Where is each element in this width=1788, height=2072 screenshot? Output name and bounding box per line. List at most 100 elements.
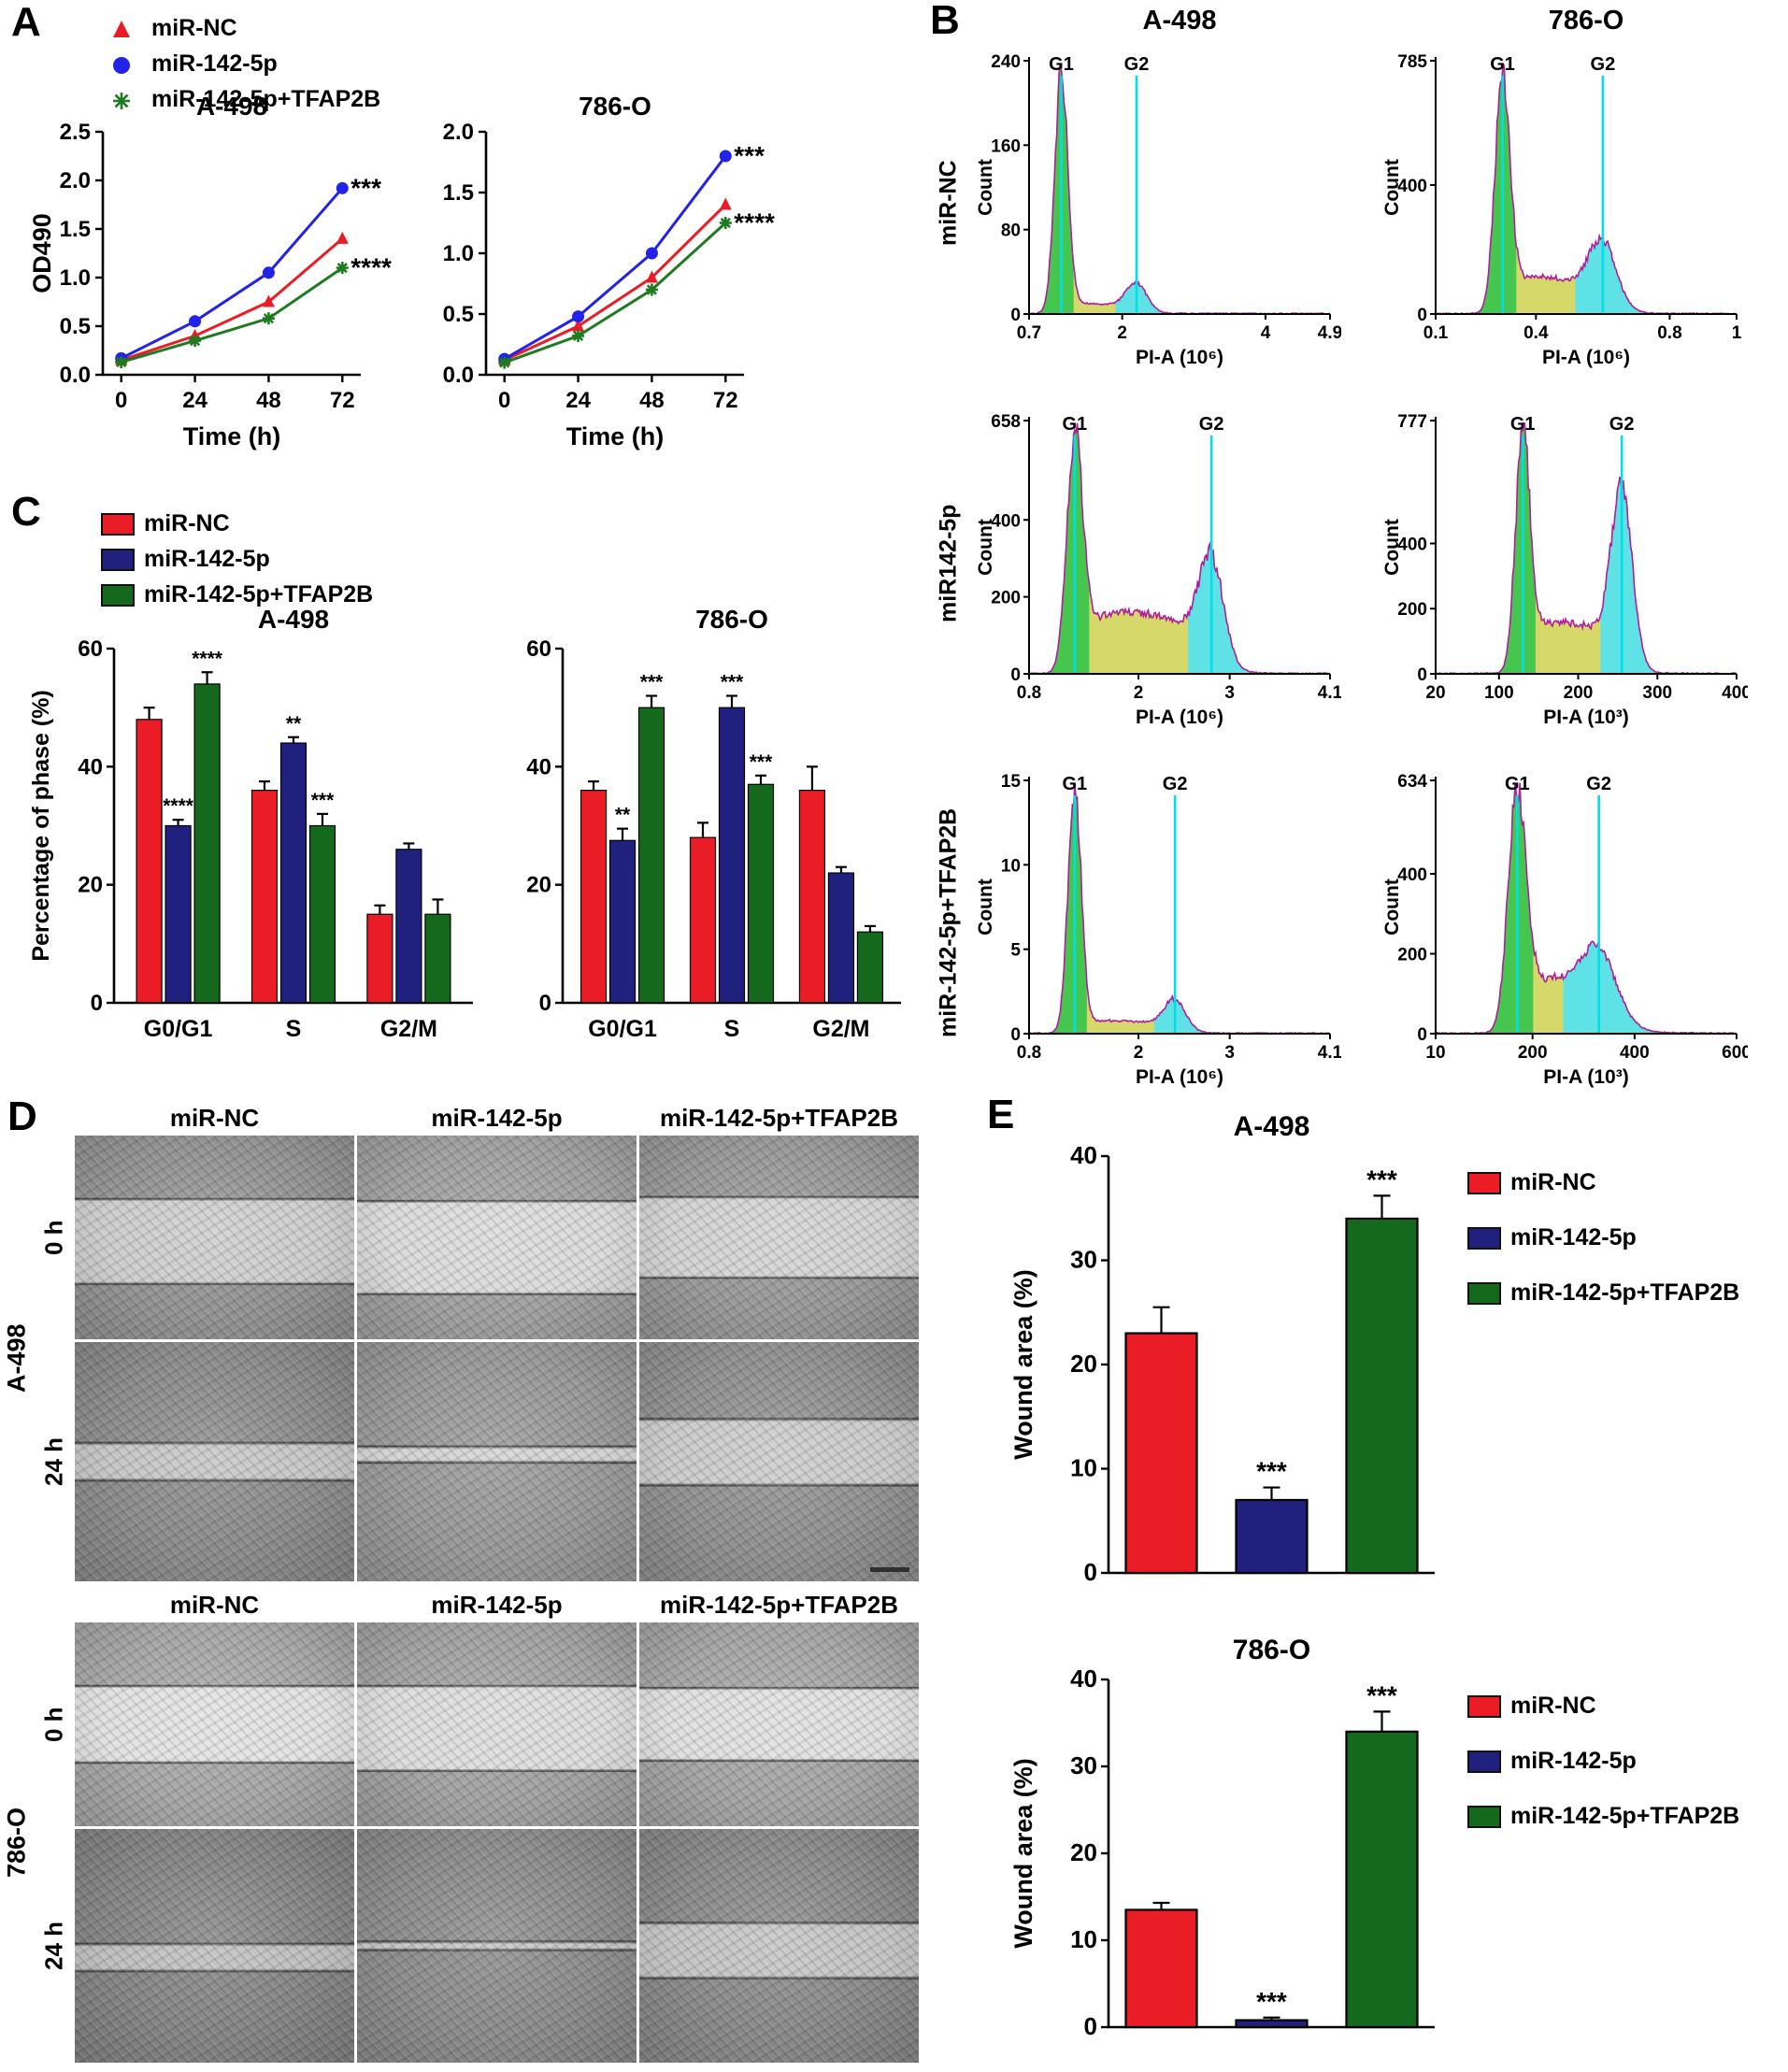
svg-text:24: 24 <box>565 388 591 413</box>
flow-a498-mir-142-5p-tfap2b-svg: G1 G2 0 5 10 15 0.8 2 3 4.1 PI-A (10⁶) Count <box>975 772 1343 1088</box>
svg-text:777: 777 <box>1397 412 1427 432</box>
svg-text:****: **** <box>734 208 775 237</box>
svg-text:PI-A (10⁶): PI-A (10⁶) <box>1136 707 1223 728</box>
svg-text:1.5: 1.5 <box>443 180 474 206</box>
red-swatch-icon <box>1467 1171 1501 1194</box>
svg-text:***: *** <box>1366 1680 1397 1709</box>
panel-e-legend-786o: miR-NC miR-142-5p miR-142-5p+TFAP2B <box>1467 1693 1739 1858</box>
legend-label: miR-142-5p+TFAP2B <box>1510 1803 1740 1829</box>
flow-786o-mir-nc: G1 G2 0 400 785 0.1 0.4 0.8 1 PI-A (10⁶) Count <box>1381 33 1748 379</box>
svg-text:40: 40 <box>1070 1141 1097 1169</box>
legend-item: miR-142-5p+TFAP2B <box>1467 1279 1739 1307</box>
svg-text:72: 72 <box>330 388 355 413</box>
legend-label: miR-NC <box>151 15 237 41</box>
legend-item: miR-142-5p <box>1467 1748 1739 1775</box>
wound-col-header: miR-142-5p+TFAP2B <box>659 1591 899 1619</box>
svg-text:G1: G1 <box>1505 774 1530 794</box>
panel-e: E 0 10 20 30 40 A-498 Wound area (%) *** *** miR… <box>953 1089 1788 2072</box>
svg-text:****: **** <box>163 795 194 817</box>
svg-text:4: 4 <box>1261 323 1271 343</box>
svg-text:24: 24 <box>182 388 207 413</box>
svg-text:5: 5 <box>1010 941 1021 961</box>
svg-text:4.1: 4.1 <box>1318 683 1341 703</box>
svg-text:600: 600 <box>1722 1043 1748 1063</box>
wound-image-a498-24h-mir-142-5p <box>357 1342 637 1581</box>
flow-a498-mir-142-5p-tfap2b: G1 G2 0 5 10 15 0.8 2 3 4.1 PI-A (10⁶) Count <box>975 752 1343 1098</box>
green-swatch-icon <box>1467 1281 1501 1305</box>
svg-text:0: 0 <box>1010 306 1021 325</box>
svg-text:400: 400 <box>1397 865 1427 885</box>
svg-text:40: 40 <box>1070 1665 1097 1693</box>
svg-text:0: 0 <box>1010 665 1021 685</box>
svg-text:PI-A (10³): PI-A (10³) <box>1543 707 1628 728</box>
panel-b: B A-498 786-O miR-NC miR142-5p miR-142-5… <box>921 0 1788 1095</box>
svg-text:Count: Count <box>977 519 996 576</box>
legend-item: miR-142-5p <box>101 50 380 78</box>
wound-image-786o-24h-mir-142-5p-tfap2b <box>639 1829 919 2063</box>
svg-text:0: 0 <box>1417 306 1427 325</box>
svg-text:72: 72 <box>713 388 738 413</box>
flow-a498-mir142-5p-svg: G1 G2 0 200 400 658 0.8 2 3 4.1 PI-A (10⁶) Count <box>975 412 1343 728</box>
svg-text:0: 0 <box>1084 2012 1097 2040</box>
svg-text:40: 40 <box>78 754 103 779</box>
svg-text:G2/M: G2/M <box>812 1016 869 1042</box>
svg-text:300: 300 <box>1642 683 1672 703</box>
svg-text:48: 48 <box>256 388 281 413</box>
svg-text:80: 80 <box>1001 221 1021 241</box>
flow-a498-mir-nc-svg: G1 G2 0 80 160 240 0.7 2 4 4.9 PI-A (10⁶) Count <box>975 52 1342 368</box>
wound-image-786o-24h-mir-nc <box>75 1829 354 2063</box>
wound-col-header: miR-NC <box>169 1104 260 1132</box>
navy-swatch-icon <box>1467 1226 1501 1250</box>
svg-text:0: 0 <box>1084 1558 1097 1586</box>
svg-text:786-O: 786-O <box>695 605 768 634</box>
svg-text:***: *** <box>750 751 773 773</box>
svg-text:785: 785 <box>1397 52 1427 72</box>
svg-text:Count: Count <box>1383 159 1403 216</box>
svg-text:Time (h): Time (h) <box>183 422 281 450</box>
svg-text:0: 0 <box>91 991 103 1016</box>
panel-e-legend-a498: miR-NC miR-142-5p miR-142-5p+TFAP2B <box>1467 1169 1739 1335</box>
flow-786o-mir142-5p: G1 G2 0 200 400 777 20 100 200 300 400 PI-A (10³) Co… <box>1381 393 1752 738</box>
svg-text:200: 200 <box>1397 946 1427 965</box>
svg-text:400: 400 <box>1722 683 1748 703</box>
svg-text:0.7: 0.7 <box>1017 323 1041 343</box>
svg-text:658: 658 <box>991 412 1021 432</box>
svg-text:4.9: 4.9 <box>1318 323 1341 343</box>
wound-col-header: miR-142-5p+TFAP2B <box>659 1104 899 1132</box>
wound-image-786o-24h-mir-142-5p <box>357 1829 637 2063</box>
svg-text:***: *** <box>640 672 664 693</box>
svg-text:****: **** <box>350 253 392 282</box>
svg-text:20: 20 <box>1425 683 1445 703</box>
svg-text:200: 200 <box>991 589 1021 608</box>
svg-text:A-498: A-498 <box>1234 1111 1310 1142</box>
proliferation-chart-786o: 0.0 0.5 1.0 1.5 2.0 0 24 48 72 786-O Time (h) *** **… <box>419 80 802 473</box>
svg-text:0: 0 <box>498 388 510 413</box>
svg-text:4.1: 4.1 <box>1318 1043 1341 1063</box>
svg-text:1: 1 <box>1732 323 1742 343</box>
panel-c-legend: miR-NC miR-142-5p miR-142-5p+TFAP2B <box>101 510 373 617</box>
panel-a-legend: miR-NC miR-142-5p miR-142-5p+TFAP2B <box>101 15 380 121</box>
svg-text:***: *** <box>311 790 335 811</box>
legend-item: miR-142-5p+TFAP2B <box>101 581 373 608</box>
svg-text:G1: G1 <box>1490 54 1515 75</box>
svg-text:***: *** <box>734 141 765 170</box>
flow-786o-mir142-5p-svg: G1 G2 0 200 400 777 20 100 200 300 400 PI-A (10³) Co… <box>1381 412 1752 728</box>
svg-text:Time (h): Time (h) <box>566 422 665 450</box>
wound-image-a498-0h-mir-142-5p-tfap2b <box>639 1136 919 1339</box>
flow-col-title-786o: 786-O <box>1548 6 1624 36</box>
legend-item: miR-NC <box>101 510 373 537</box>
wound-area-chart-a498: 0 10 20 30 40 A-498 Wound area (%) *** *** <box>1006 1098 1459 1619</box>
legend-label: miR-NC <box>1510 1693 1596 1719</box>
svg-text:G1: G1 <box>1062 774 1087 794</box>
legend-item: miR-NC <box>101 15 380 42</box>
wound-image-786o-0h-mir-142-5p <box>357 1622 637 1826</box>
wound-area-chart-786o: 0 10 20 30 40 786-O Wound area (%) *** *** <box>1006 1625 1459 2072</box>
wound-time-label-0h: 0 h <box>39 1707 68 1742</box>
flow-786o-mir-nc-svg: G1 G2 0 400 785 0.1 0.4 0.8 1 PI-A (10⁶) Count <box>1381 52 1742 368</box>
svg-text:0.8: 0.8 <box>1657 323 1681 343</box>
flow-row-label-mir-142-5p-tfap2b: miR-142-5p+TFAP2B <box>935 807 962 1038</box>
svg-text:***: *** <box>1256 1987 1287 2016</box>
wound-image-786o-0h-mir-nc <box>75 1622 354 1826</box>
